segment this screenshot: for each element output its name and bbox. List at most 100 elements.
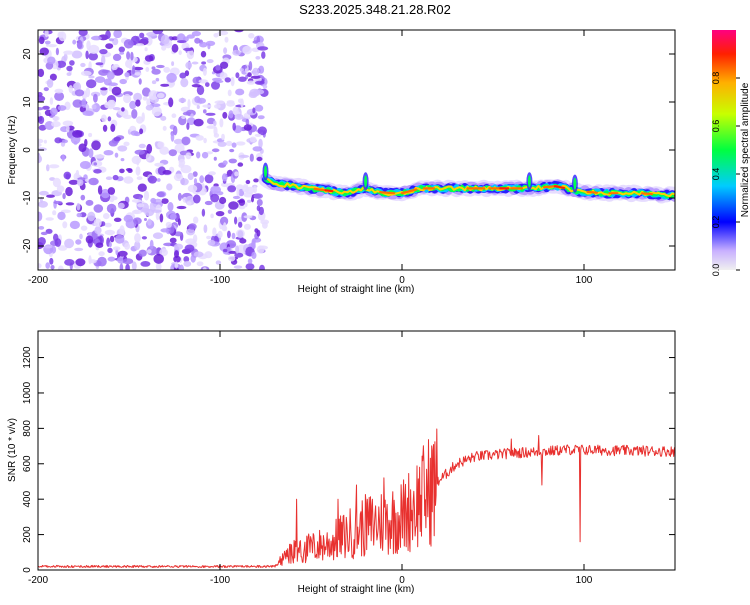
noise-blob bbox=[50, 107, 58, 116]
noise-blob bbox=[94, 154, 105, 159]
noise-blob bbox=[173, 173, 184, 182]
noise-blob bbox=[214, 100, 225, 105]
noise-blob bbox=[75, 239, 82, 245]
noise-blob bbox=[224, 77, 231, 83]
noise-blob bbox=[201, 208, 206, 217]
noise-blob bbox=[156, 178, 161, 182]
noise-blob bbox=[91, 35, 102, 41]
noise-blob bbox=[257, 126, 267, 136]
noise-blob bbox=[167, 202, 174, 212]
noise-blob bbox=[85, 199, 94, 206]
noise-blob bbox=[219, 72, 228, 80]
noise-blob bbox=[252, 107, 256, 114]
noise-blob bbox=[100, 221, 106, 227]
noise-blob bbox=[71, 50, 83, 59]
noise-blob bbox=[204, 174, 214, 184]
y-tick-label: 20 bbox=[22, 48, 33, 60]
noise-blob bbox=[219, 196, 227, 205]
noise-blob bbox=[198, 79, 209, 84]
noise-blob bbox=[43, 245, 53, 249]
noise-blob bbox=[238, 205, 246, 210]
noise-blob bbox=[144, 218, 147, 221]
noise-blob bbox=[208, 171, 216, 176]
noise-blob bbox=[133, 217, 142, 225]
noise-blob bbox=[63, 50, 74, 55]
noise-blob bbox=[221, 173, 228, 182]
noise-blob bbox=[123, 141, 130, 147]
noise-blob bbox=[127, 168, 133, 173]
snr-panel: -200 -100 0 100 0 200 400 600 800 1000 1200 Heigh… bbox=[7, 330, 676, 595]
noise-blob bbox=[144, 55, 154, 62]
noise-blob bbox=[57, 211, 66, 221]
noise-blob bbox=[255, 56, 261, 60]
noise-blob bbox=[243, 124, 252, 131]
noise-blob bbox=[53, 200, 63, 205]
noise-blob bbox=[173, 138, 184, 145]
noise-blob bbox=[138, 249, 147, 257]
noise-blob bbox=[138, 78, 142, 85]
noise-blob bbox=[62, 221, 68, 229]
noise-blob bbox=[177, 218, 181, 226]
noise-blob bbox=[191, 61, 199, 65]
noise-blob bbox=[38, 95, 46, 102]
noise-blob bbox=[38, 226, 45, 230]
noise-blob bbox=[95, 242, 104, 248]
noise-blob bbox=[114, 152, 119, 158]
noise-blob bbox=[254, 104, 264, 112]
noise-blob bbox=[141, 37, 149, 43]
noise-blob bbox=[147, 175, 157, 184]
noise-blob bbox=[88, 132, 93, 138]
noise-blob bbox=[214, 104, 221, 109]
noise-blob bbox=[162, 125, 167, 131]
noise-blob bbox=[101, 114, 107, 123]
signal-hot-segment bbox=[324, 189, 334, 193]
noise-blob bbox=[38, 138, 44, 144]
noise-blob bbox=[192, 171, 198, 177]
noise-blob bbox=[97, 185, 103, 195]
noise-blob bbox=[62, 193, 66, 200]
noise-blob bbox=[107, 116, 112, 122]
noise-blob bbox=[112, 246, 121, 251]
noise-blob bbox=[179, 264, 184, 270]
noise-blob bbox=[46, 164, 50, 172]
noise-blob bbox=[228, 250, 238, 254]
noise-blob bbox=[74, 89, 85, 97]
noise-blob bbox=[232, 122, 236, 131]
noise-blob bbox=[134, 149, 146, 155]
noise-blob bbox=[141, 236, 147, 240]
noise-blob bbox=[114, 234, 125, 244]
noise-blob bbox=[190, 113, 194, 118]
signal-hot-segment bbox=[586, 190, 599, 194]
noise-blob bbox=[142, 96, 148, 101]
noise-blob bbox=[245, 179, 251, 185]
noise-blob bbox=[66, 65, 73, 72]
noise-blob bbox=[133, 92, 143, 102]
noise-blob bbox=[213, 33, 219, 38]
noise-blob bbox=[171, 113, 177, 118]
noise-blob bbox=[152, 232, 164, 239]
noise-blob bbox=[68, 179, 79, 185]
noise-blob bbox=[252, 67, 260, 76]
noise-blob bbox=[253, 186, 257, 194]
noise-blob bbox=[215, 64, 221, 71]
noise-blob bbox=[197, 97, 207, 104]
noise-blob bbox=[187, 184, 198, 193]
signal-bump-core bbox=[527, 175, 531, 188]
noise-blob bbox=[68, 85, 74, 94]
noise-blob bbox=[180, 78, 189, 88]
noise-blob bbox=[243, 223, 251, 230]
noise-blob bbox=[108, 140, 118, 147]
y-tick-label: -20 bbox=[22, 238, 33, 253]
noise-blob bbox=[195, 135, 204, 141]
noise-blob bbox=[45, 217, 54, 221]
noise-blob bbox=[133, 209, 140, 214]
noise-blob bbox=[49, 73, 57, 81]
noise-blob bbox=[57, 105, 67, 111]
noise-blob bbox=[217, 141, 227, 147]
noise-blob bbox=[171, 61, 175, 66]
noise-blob bbox=[168, 149, 177, 157]
noise-blob bbox=[146, 32, 157, 37]
noise-blob bbox=[196, 85, 205, 96]
noise-blob bbox=[193, 251, 204, 258]
noise-blob bbox=[173, 243, 184, 250]
